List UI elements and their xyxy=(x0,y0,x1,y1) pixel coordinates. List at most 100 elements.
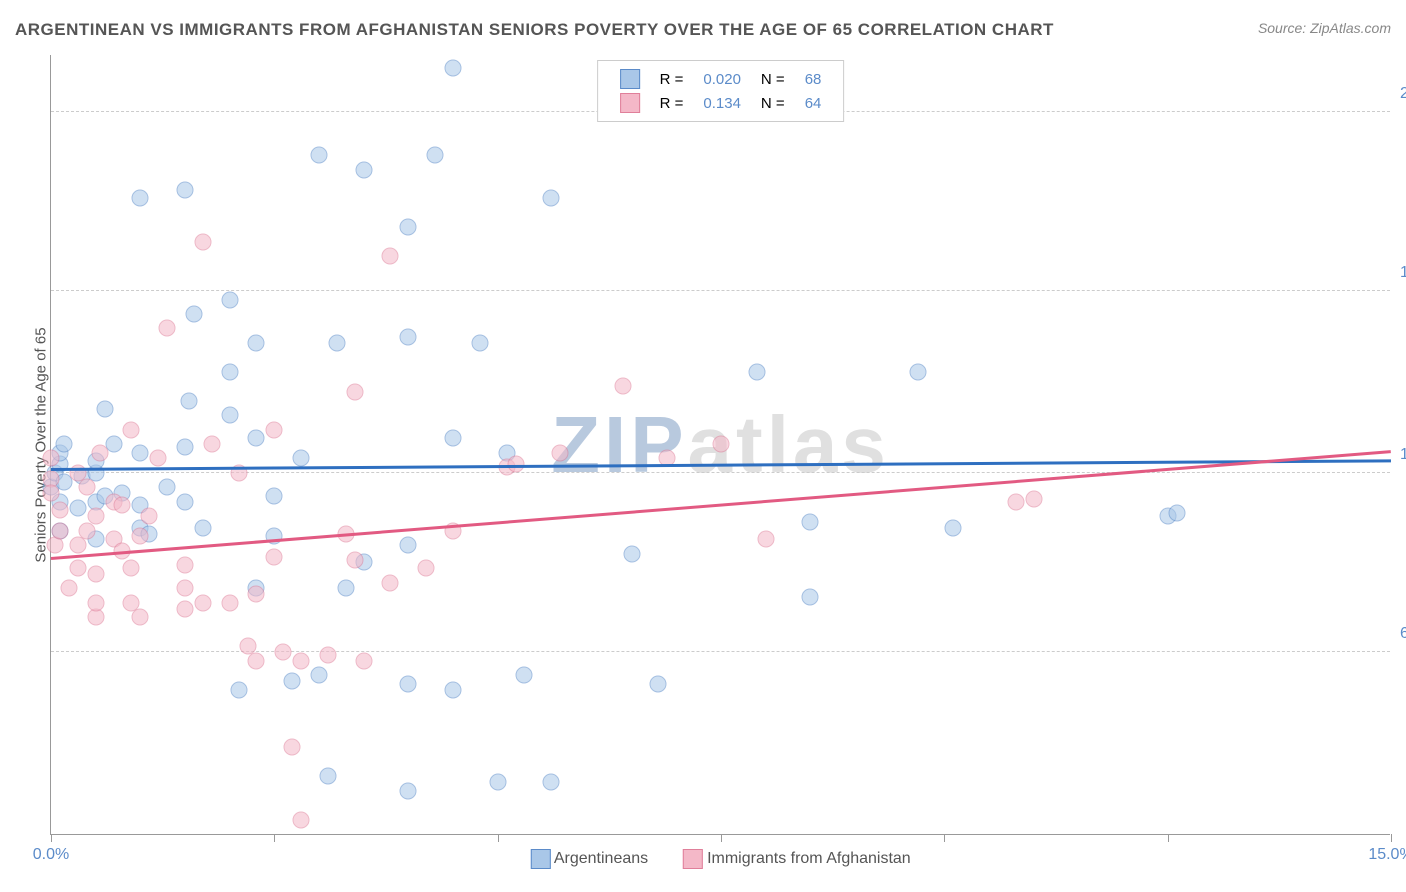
scatter-point xyxy=(132,190,149,207)
scatter-point xyxy=(909,363,926,380)
n-value-b: 64 xyxy=(795,91,832,115)
scatter-point xyxy=(489,774,506,791)
scatter-point xyxy=(194,594,211,611)
r-label-b: R = xyxy=(650,91,694,115)
scatter-point xyxy=(346,384,363,401)
source-label: Source: ZipAtlas.com xyxy=(1258,20,1391,36)
scatter-point xyxy=(69,560,86,577)
scatter-point xyxy=(51,522,68,539)
scatter-point xyxy=(284,739,301,756)
y-tick-label: 6.3% xyxy=(1400,625,1406,643)
swatch-b-icon xyxy=(683,849,703,869)
scatter-point xyxy=(337,580,354,597)
scatter-point xyxy=(69,499,86,516)
scatter-point xyxy=(87,566,104,583)
x-tick xyxy=(51,834,52,842)
scatter-point xyxy=(248,334,265,351)
swatch-series-a xyxy=(620,69,640,89)
scatter-point xyxy=(78,522,95,539)
scatter-point xyxy=(221,363,238,380)
scatter-point xyxy=(445,430,462,447)
scatter-point xyxy=(382,574,399,591)
scatter-point xyxy=(293,652,310,669)
scatter-point xyxy=(87,609,104,626)
scatter-point xyxy=(132,444,149,461)
scatter-point xyxy=(248,586,265,603)
legend-row-series-b: R = 0.134 N = 64 xyxy=(610,91,832,115)
n-label-b: N = xyxy=(751,91,795,115)
scatter-point xyxy=(230,681,247,698)
scatter-point xyxy=(382,248,399,265)
scatter-point xyxy=(319,768,336,785)
scatter-point xyxy=(650,675,667,692)
scatter-point xyxy=(543,190,560,207)
scatter-point xyxy=(266,421,283,438)
scatter-point xyxy=(92,444,109,461)
scatter-point xyxy=(293,450,310,467)
scatter-point xyxy=(319,646,336,663)
scatter-point xyxy=(400,537,417,554)
scatter-point xyxy=(445,60,462,77)
scatter-point xyxy=(123,421,140,438)
scatter-point xyxy=(293,811,310,828)
scatter-point xyxy=(400,219,417,236)
correlation-legend: R = 0.020 N = 68 R = 0.134 N = 64 xyxy=(597,60,845,122)
scatter-point xyxy=(141,508,158,525)
scatter-point xyxy=(43,450,60,467)
scatter-point xyxy=(221,594,238,611)
x-tick xyxy=(274,834,275,842)
scatter-point xyxy=(284,672,301,689)
scatter-point xyxy=(177,493,194,510)
scatter-point xyxy=(713,436,730,453)
scatter-point xyxy=(543,774,560,791)
scatter-point xyxy=(221,407,238,424)
scatter-point xyxy=(802,589,819,606)
scatter-point xyxy=(177,580,194,597)
scatter-point xyxy=(1025,490,1042,507)
scatter-point xyxy=(177,557,194,574)
scatter-point xyxy=(418,560,435,577)
scatter-point xyxy=(445,681,462,698)
scatter-point xyxy=(266,548,283,565)
swatch-a-icon xyxy=(530,849,550,869)
scatter-point xyxy=(177,438,194,455)
r-value-b: 0.134 xyxy=(693,91,751,115)
scatter-point xyxy=(56,436,73,453)
scatter-point xyxy=(96,401,113,418)
x-tick xyxy=(498,834,499,842)
scatter-point xyxy=(400,782,417,799)
swatch-series-b xyxy=(620,93,640,113)
y-tick-label: 25.0% xyxy=(1400,85,1406,103)
scatter-point xyxy=(516,667,533,684)
r-value-a: 0.020 xyxy=(693,67,751,91)
scatter-point xyxy=(328,334,345,351)
legend-label-b: Immigrants from Afghanistan xyxy=(707,850,911,867)
legend-item-a: Argentineans xyxy=(530,849,648,869)
scatter-point xyxy=(87,508,104,525)
y-axis-label: Seniors Poverty Over the Age of 65 xyxy=(33,327,50,562)
scatter-point xyxy=(51,502,68,519)
scatter-point xyxy=(123,560,140,577)
scatter-point xyxy=(150,450,167,467)
scatter-point xyxy=(181,392,198,409)
scatter-point xyxy=(275,644,292,661)
x-tick-label: 0.0% xyxy=(33,846,69,864)
scatter-point xyxy=(400,675,417,692)
scatter-point xyxy=(203,436,220,453)
scatter-point xyxy=(132,609,149,626)
scatter-point xyxy=(471,334,488,351)
legend-label-a: Argentineans xyxy=(554,850,648,867)
series-legend: Argentineans Immigrants from Afghanistan xyxy=(515,849,925,869)
scatter-point xyxy=(427,147,444,164)
x-tick xyxy=(1391,834,1392,842)
scatter-point xyxy=(311,667,328,684)
scatter-point xyxy=(355,652,372,669)
scatter-point xyxy=(614,378,631,395)
scatter-point xyxy=(248,430,265,447)
scatter-point xyxy=(185,306,202,323)
scatter-point xyxy=(311,147,328,164)
scatter-point xyxy=(1007,493,1024,510)
x-tick xyxy=(944,834,945,842)
n-label-a: N = xyxy=(751,67,795,91)
watermark-zip: ZIP xyxy=(551,400,687,489)
